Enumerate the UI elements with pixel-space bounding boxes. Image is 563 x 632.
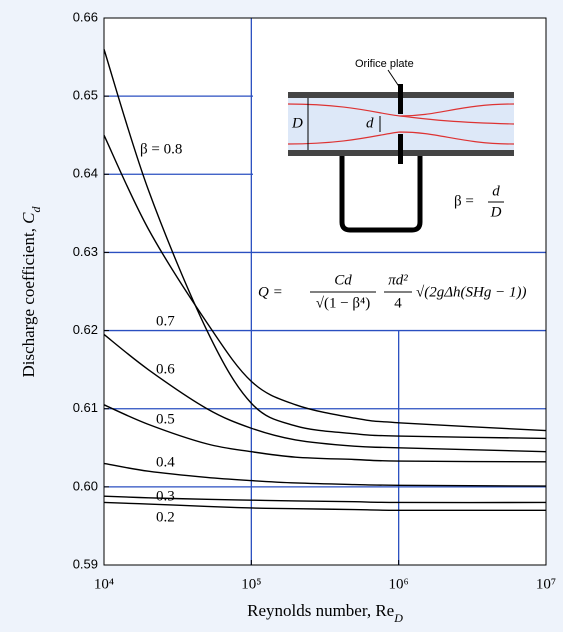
x-tick-label: 10⁶ xyxy=(389,576,409,592)
y-tick-label: 0.64 xyxy=(73,166,98,181)
series-line xyxy=(103,404,547,463)
y-tick-label: 0.66 xyxy=(73,9,98,24)
y-tick-label: 0.60 xyxy=(73,478,98,493)
formula: πd² xyxy=(388,272,408,288)
series-label: 0.7 xyxy=(156,313,175,329)
series-label: 0.3 xyxy=(156,488,175,504)
inset-label: d xyxy=(492,183,500,199)
y-axis-label: Discharge coefficient, Cd xyxy=(19,205,43,377)
series-label: β = 0.8 xyxy=(140,141,182,157)
formula: Q = xyxy=(258,284,283,300)
y-tick-label: 0.61 xyxy=(73,400,98,415)
formula: 4 xyxy=(394,295,402,311)
series-line xyxy=(103,495,547,504)
inset-label: β = xyxy=(454,193,474,209)
series-line xyxy=(103,134,547,432)
plot-frame xyxy=(103,17,547,566)
inset-label: d xyxy=(366,115,374,131)
formula: Cd xyxy=(334,272,352,288)
y-tick-label: 0.65 xyxy=(73,88,98,103)
pointer xyxy=(387,69,401,89)
y-tick-label: 0.59 xyxy=(73,556,98,571)
series-line xyxy=(103,501,547,512)
series-line xyxy=(103,49,547,440)
y-tick-label: 0.62 xyxy=(73,322,98,337)
inset-label: Orifice plate xyxy=(355,58,414,70)
inset: Orifice plate D d β = d D Q = Cd √(1 − β… xyxy=(258,58,526,312)
x-tick-label: 10⁴ xyxy=(94,576,114,592)
series-label: 0.6 xyxy=(156,361,175,377)
series-line xyxy=(103,462,547,487)
y-axis-label-symbol: C xyxy=(19,212,38,224)
x-tick-label: 10⁵ xyxy=(241,576,261,592)
orifice-plate xyxy=(398,84,403,114)
series-label: 0.4 xyxy=(156,454,175,470)
formula: √(2gΔh(SHg − 1)) xyxy=(416,284,526,300)
x-axis-label-text: Reynolds number, Re xyxy=(247,601,394,620)
y-axis-label-subscript: d xyxy=(29,205,43,212)
y-tick-label: 0.63 xyxy=(73,244,98,259)
orifice-plate xyxy=(398,134,403,164)
series-line xyxy=(103,333,547,453)
inset-label: D xyxy=(490,204,502,220)
x-tick-label: 10⁷ xyxy=(536,576,556,592)
y-axis-label-text: Discharge coefficient, xyxy=(19,224,38,378)
x-axis-label: Reynolds number, ReD xyxy=(247,601,403,625)
x-axis-label-subscript: D xyxy=(393,611,403,625)
series-label: 0.2 xyxy=(156,509,175,525)
inset-label: D xyxy=(291,115,303,131)
formula: √(1 − β⁴) xyxy=(316,295,371,311)
manometer xyxy=(339,156,423,233)
series-label: 0.5 xyxy=(156,411,175,427)
streamlines xyxy=(287,103,515,145)
